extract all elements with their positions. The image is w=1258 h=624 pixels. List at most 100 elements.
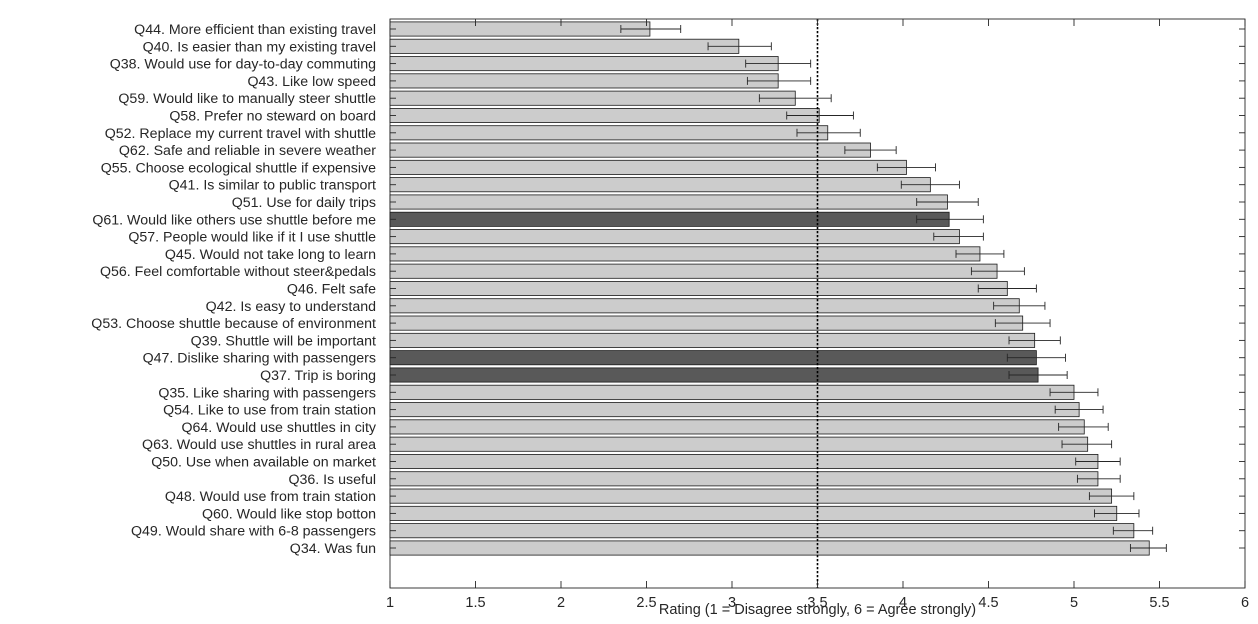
category-label: Q55. Choose ecological shuttle if expens… [101, 160, 376, 176]
bar [389, 177, 931, 193]
bar [389, 540, 1150, 556]
error-bar [746, 76, 812, 85]
x-tick-label: 2.5 [636, 595, 656, 611]
bar [389, 159, 907, 175]
bar [389, 350, 1037, 366]
bar [389, 332, 1036, 348]
category-label: Q64. Would use shuttles in city [181, 420, 376, 436]
category-label: Q52. Replace my current travel with shut… [105, 126, 376, 142]
category-label: Q44. More efficient than existing travel [134, 22, 376, 38]
category-label: Q58. Prefer no steward on board [169, 109, 376, 125]
x-tick-label: 2 [557, 595, 565, 611]
error-bar [1076, 474, 1121, 483]
x-tick-label: 4.5 [978, 595, 998, 611]
category-label: Q48. Would use from train station [165, 489, 376, 505]
bar [389, 108, 820, 124]
x-tick-label: 3 [728, 595, 736, 611]
error-bar [1112, 526, 1154, 535]
category-label: Q35. Like sharing with passengers [158, 385, 376, 401]
bar [389, 21, 651, 37]
bar [389, 523, 1135, 539]
category-label: Q43. Like low speed [247, 74, 376, 90]
category-label: Q39. Shuttle will be important [191, 333, 376, 349]
bar [389, 211, 950, 227]
error-bar [977, 284, 1037, 293]
error-bar [745, 59, 812, 68]
error-bar [707, 42, 772, 51]
category-label: Q51. Use for daily trips [232, 195, 376, 211]
error-bar [1058, 422, 1109, 431]
bar [389, 263, 998, 279]
bar [389, 505, 1118, 521]
bar [389, 38, 740, 54]
x-axis-ticks: 1 1.5 2 2.5 3 3.5 4 4.5 5 5.5 6 [386, 19, 1249, 611]
category-labels: Q44. More efficient than existing travel… [91, 22, 1245, 557]
error-bar [970, 267, 1025, 276]
category-label: Q61. Would like others use shuttle befor… [92, 212, 376, 228]
x-tick-label: 1 [386, 595, 394, 611]
x-tick-label: 1.5 [465, 595, 485, 611]
bar [389, 471, 1099, 487]
x-tick-label: 5.5 [1149, 595, 1169, 611]
bar [389, 125, 829, 141]
bar [389, 402, 1080, 418]
error-bar [1049, 388, 1099, 397]
bar [389, 298, 1020, 314]
category-label: Q46. Felt safe [287, 282, 376, 298]
error-bar [1008, 336, 1061, 345]
bar [389, 453, 1099, 469]
bar [389, 142, 871, 158]
error-bar [916, 198, 979, 206]
error-bar [786, 111, 854, 120]
bar [389, 229, 960, 245]
error-bars-layer [620, 25, 1167, 552]
error-bar [1008, 371, 1068, 379]
bar [389, 56, 779, 72]
error-bar [994, 319, 1051, 328]
category-label: Q49. Would share with 6-8 passengers [131, 524, 376, 540]
error-bar [1094, 509, 1140, 518]
bar [389, 90, 796, 106]
category-label: Q38. Would use for day-to-day commuting [110, 57, 376, 73]
bar [389, 384, 1075, 400]
error-bar [796, 128, 861, 137]
category-label: Q56. Feel comfortable without steer&peda… [100, 264, 376, 280]
category-label: Q53. Choose shuttle because of environme… [91, 316, 376, 332]
error-bar [876, 163, 936, 172]
bar [389, 419, 1085, 435]
bar [389, 280, 1008, 296]
error-bar [620, 25, 682, 33]
error-bar [955, 249, 1005, 258]
category-label: Q60. Would like stop botton [202, 506, 376, 522]
category-label: Q37. Trip is boring [260, 368, 376, 384]
bar [389, 194, 948, 210]
category-label: Q47. Dislike sharing with passengers [143, 351, 376, 367]
error-bar [1061, 440, 1113, 449]
category-label: Q36. Is useful [288, 472, 376, 488]
bar [389, 488, 1113, 504]
error-bar [916, 215, 984, 224]
bar [389, 246, 981, 262]
x-tick-label: 5 [1070, 595, 1078, 611]
category-label: Q45. Would not take long to learn [165, 247, 376, 263]
error-bar [1054, 405, 1104, 414]
error-bar [758, 94, 832, 103]
category-label: Q42. Is easy to understand [206, 299, 376, 315]
category-label: Q62. Safe and reliable in severe weather [119, 143, 376, 159]
category-label: Q50. Use when available on market [151, 455, 376, 471]
category-label: Q40. Is easier than my existing travel [143, 39, 376, 55]
error-bar [1088, 492, 1135, 501]
category-label: Q63. Would use shuttles in rural area [142, 437, 376, 453]
bar [389, 367, 1039, 383]
x-tick-label: 6 [1241, 595, 1249, 611]
error-bar [900, 180, 960, 189]
error-bar [1006, 353, 1066, 362]
bar [389, 436, 1089, 452]
error-bar [993, 301, 1046, 310]
category-label: Q54. Like to use from train station [163, 403, 376, 419]
bar [389, 315, 1024, 331]
x-tick-label: 3.5 [807, 595, 827, 611]
error-bar [933, 232, 984, 241]
category-label: Q41. Is similar to public transport [169, 178, 376, 194]
